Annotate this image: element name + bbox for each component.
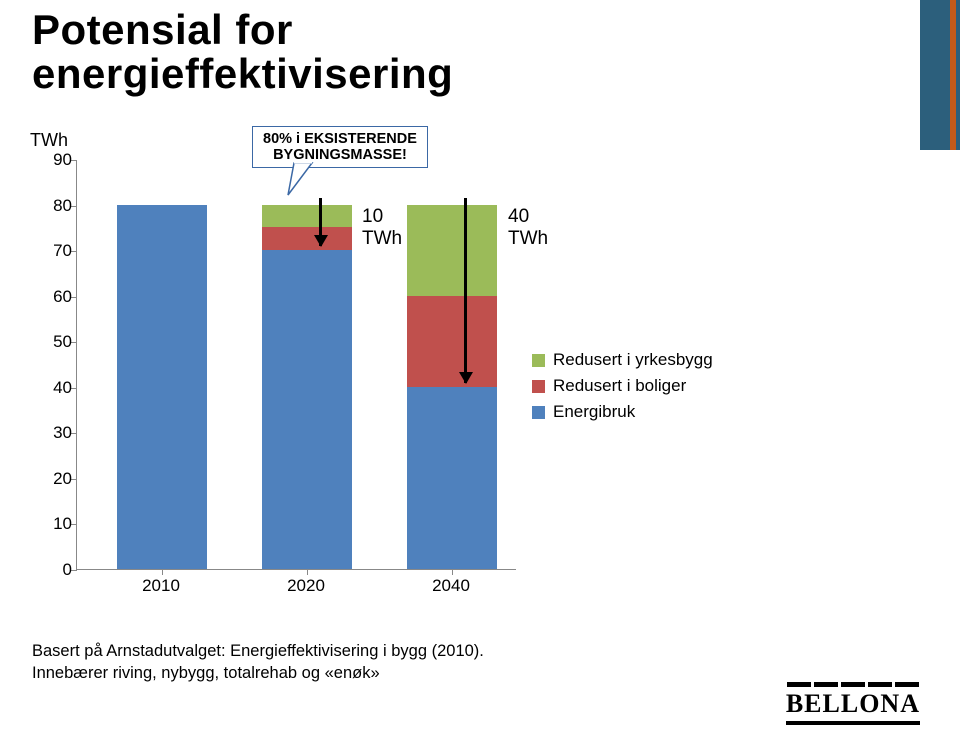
arrow-2020-unit: TWh bbox=[362, 228, 402, 250]
legend-item-boliger: Redusert i boliger bbox=[532, 376, 713, 396]
legend-swatch-icon bbox=[532, 354, 545, 367]
decoration-side-band-accent bbox=[950, 0, 956, 150]
arrow-2020-value: 10 bbox=[362, 206, 402, 228]
y-tick-label: 30 bbox=[44, 423, 72, 443]
logo-underline bbox=[786, 721, 920, 725]
title-line-1: Potensial for bbox=[32, 8, 453, 52]
legend-label: Energibruk bbox=[553, 402, 635, 422]
callout-line-1: 80% i EKSISTERENDE bbox=[263, 131, 417, 147]
bellona-logo: BELLONA bbox=[786, 682, 920, 725]
chart-plot-area bbox=[76, 160, 516, 570]
callout-tail bbox=[282, 163, 322, 203]
legend-label: Redusert i boliger bbox=[553, 376, 686, 396]
y-tick-label: 20 bbox=[44, 469, 72, 489]
bar-segment-yrkesbygg bbox=[262, 205, 352, 228]
chart-legend: Redusert i yrkesbygg Redusert i boliger En… bbox=[532, 350, 713, 428]
bar-segment-energibruk bbox=[262, 250, 352, 569]
logo-bars-icon bbox=[786, 682, 920, 687]
x-tick-label: 2010 bbox=[142, 576, 180, 596]
arrow-2040-value: 40 bbox=[508, 206, 548, 228]
caption-line-1: Basert på Arnstadutvalget: Energieffekti… bbox=[32, 640, 484, 662]
legend-item-yrkesbygg: Redusert i yrkesbygg bbox=[532, 350, 713, 370]
arrow-head-icon bbox=[459, 372, 473, 384]
arrow-2040 bbox=[464, 198, 467, 383]
callout-box: 80% i EKSISTERENDE BYGNINGSMASSE! bbox=[252, 126, 428, 168]
arrow-2040-unit: TWh bbox=[508, 228, 548, 250]
x-tick bbox=[162, 569, 163, 575]
y-tick-label: 10 bbox=[44, 514, 72, 534]
arrow-2040-label: 40 TWh bbox=[508, 206, 548, 250]
legend-item-energibruk: Energibruk bbox=[532, 402, 713, 422]
bar-segment-yrkesbygg bbox=[407, 205, 497, 296]
x-tick bbox=[452, 569, 453, 575]
slide-title: Potensial for energieffektivisering bbox=[32, 8, 453, 96]
y-tick-label: 60 bbox=[44, 287, 72, 307]
y-axis-title: TWh bbox=[30, 130, 68, 151]
bar-segment-boliger bbox=[407, 296, 497, 387]
legend-swatch-icon bbox=[532, 380, 545, 393]
arrow-2020-label: 10 TWh bbox=[362, 206, 402, 250]
y-tick-label: 0 bbox=[44, 560, 72, 580]
caption-line-2: Innebærer riving, nybygg, totalrehab og … bbox=[32, 662, 484, 684]
x-tick bbox=[307, 569, 308, 575]
logo-text: BELLONA bbox=[786, 689, 920, 719]
y-tick-label: 40 bbox=[44, 378, 72, 398]
callout-line-2: BYGNINGSMASSE! bbox=[263, 147, 417, 163]
bar-segment-energibruk bbox=[407, 387, 497, 569]
chart-container: TWh 80% i EKSISTERENDE BYGNINGSMASSE! 10… bbox=[30, 130, 750, 620]
legend-label: Redusert i yrkesbygg bbox=[553, 350, 713, 370]
legend-swatch-icon bbox=[532, 406, 545, 419]
y-tick-label: 70 bbox=[44, 241, 72, 261]
y-tick-label: 90 bbox=[44, 150, 72, 170]
y-tick-label: 80 bbox=[44, 196, 72, 216]
arrow-head-icon bbox=[314, 235, 328, 247]
x-tick-label: 2040 bbox=[432, 576, 470, 596]
bar-segment-boliger bbox=[262, 227, 352, 250]
bar-segment-energibruk bbox=[117, 205, 207, 569]
x-tick-label: 2020 bbox=[287, 576, 325, 596]
title-line-2: energieffektivisering bbox=[32, 52, 453, 96]
y-tick-label: 50 bbox=[44, 332, 72, 352]
arrow-2020 bbox=[319, 198, 322, 246]
slide-caption: Basert på Arnstadutvalget: Energieffekti… bbox=[32, 640, 484, 685]
